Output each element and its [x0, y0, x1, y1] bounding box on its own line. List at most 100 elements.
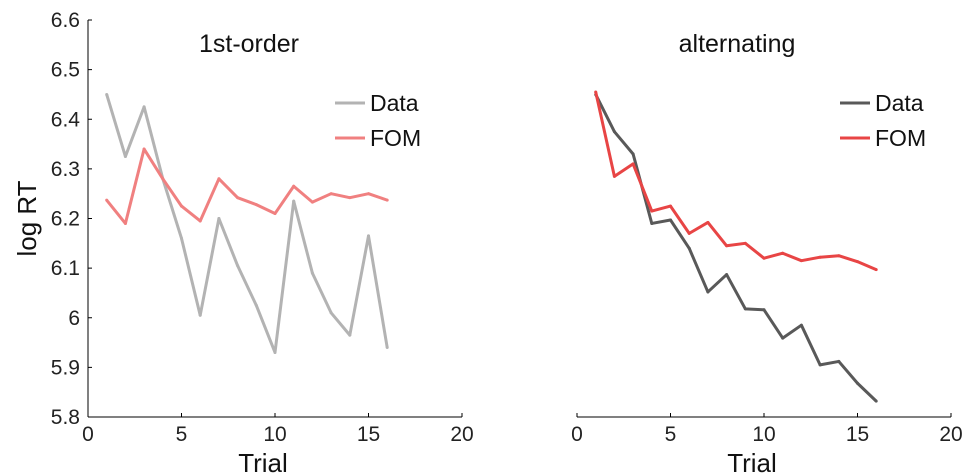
- series-data: [594, 92, 878, 403]
- y-tick-label: 6.3: [51, 158, 80, 181]
- y-tick-label: 6.2: [51, 208, 80, 231]
- data-point: [180, 204, 183, 208]
- y-axis-label: log RT: [12, 180, 42, 256]
- x-tick-label: 15: [357, 423, 380, 446]
- data-point: [198, 219, 202, 223]
- data-point: [631, 162, 635, 166]
- data-point: [612, 130, 616, 134]
- data-point: [161, 177, 165, 181]
- x-tick-label: 0: [82, 423, 94, 446]
- legend: Data FOM: [335, 90, 421, 151]
- data-point: [254, 303, 258, 307]
- series-data: [105, 92, 389, 354]
- data-point: [180, 236, 183, 240]
- series-line-fom: [594, 91, 877, 271]
- series-line-data: [594, 93, 878, 403]
- data-point: [367, 192, 370, 196]
- data-point: [273, 350, 277, 354]
- data-point: [273, 212, 277, 216]
- data-point: [781, 336, 785, 340]
- data-point: [650, 209, 654, 213]
- chart-title: alternating: [679, 30, 796, 58]
- y-tick-label: 6.5: [51, 59, 80, 82]
- data-point: [385, 346, 389, 350]
- chart-panel-1: 0 5 10 15 20 5.8 5.9 6 6.1 6.2 6.3 6.4 6.5 6.6 Trial lo…: [12, 9, 474, 476]
- x-axis-label: Trial: [727, 448, 777, 476]
- legend-label-data: Data: [875, 90, 924, 116]
- data-point: [217, 177, 221, 181]
- data-point: [743, 241, 747, 245]
- data-point: [818, 363, 822, 367]
- x-tick-label: 10: [263, 423, 286, 446]
- x-tick-label: 20: [450, 423, 473, 446]
- data-point: [123, 154, 127, 158]
- data-point: [612, 174, 616, 178]
- data-point: [367, 234, 370, 238]
- data-point: [385, 198, 389, 202]
- chart-panel-2: 0 5 10 15 20 Trial alternating Data FOM: [571, 30, 963, 476]
- chart-title: 1st-order: [199, 30, 299, 58]
- data-point: [217, 217, 221, 220]
- data-point: [874, 268, 878, 272]
- data-point: [631, 152, 635, 156]
- data-point: [105, 198, 109, 202]
- data-point: [142, 105, 146, 109]
- data-point: [198, 313, 202, 317]
- data-point: [310, 200, 314, 204]
- data-point: [799, 323, 803, 327]
- series-line-data: [105, 94, 389, 354]
- data-point: [236, 264, 240, 268]
- x-tick-label: 20: [939, 423, 962, 446]
- data-point: [348, 196, 352, 200]
- data-point: [669, 204, 672, 208]
- data-point: [781, 251, 785, 255]
- data-point: [594, 90, 598, 94]
- x-tick-label: 0: [571, 423, 583, 446]
- data-point: [725, 273, 729, 277]
- data-point: [310, 271, 314, 275]
- series-fom: [594, 90, 878, 272]
- data-point: [706, 220, 710, 224]
- data-point: [142, 147, 146, 151]
- y-tick-label: 6.1: [51, 257, 80, 280]
- data-point: [856, 260, 859, 264]
- data-point: [762, 256, 766, 260]
- data-point: [762, 308, 766, 312]
- data-point: [236, 196, 240, 200]
- legend-label-fom: FOM: [875, 125, 926, 151]
- x-tick-label: 5: [665, 423, 677, 446]
- data-point: [650, 221, 654, 225]
- data-point: [105, 92, 109, 96]
- data-point: [292, 184, 296, 188]
- legend-label-fom: FOM: [370, 125, 421, 151]
- data-point: [687, 231, 691, 235]
- data-point: [348, 333, 352, 337]
- data-point: [799, 259, 803, 263]
- data-point: [818, 255, 822, 259]
- x-tick-label: 15: [846, 423, 869, 446]
- legend-label-data: Data: [370, 90, 419, 116]
- data-point: [856, 381, 859, 385]
- series-fom: [105, 147, 389, 225]
- x-tick-label: 5: [176, 423, 188, 446]
- data-point: [254, 203, 258, 207]
- data-point: [329, 311, 333, 315]
- data-point: [874, 399, 878, 403]
- y-tick-label: 6.4: [51, 108, 81, 131]
- x-axis-label: Trial: [238, 448, 288, 476]
- data-point: [743, 307, 747, 311]
- y-tick-label: 6.6: [51, 9, 80, 32]
- y-tick-label: 5.9: [51, 356, 80, 379]
- legend: Data FOM: [840, 90, 926, 151]
- data-point: [706, 290, 710, 294]
- data-point: [687, 246, 691, 250]
- x-tick-label: 10: [752, 423, 775, 446]
- data-point: [837, 254, 841, 258]
- y-tick-label: 5.8: [51, 406, 80, 429]
- series-line-fom: [105, 147, 388, 225]
- data-point: [123, 221, 127, 225]
- data-point: [669, 218, 672, 222]
- data-point: [329, 192, 333, 196]
- data-point: [292, 199, 296, 203]
